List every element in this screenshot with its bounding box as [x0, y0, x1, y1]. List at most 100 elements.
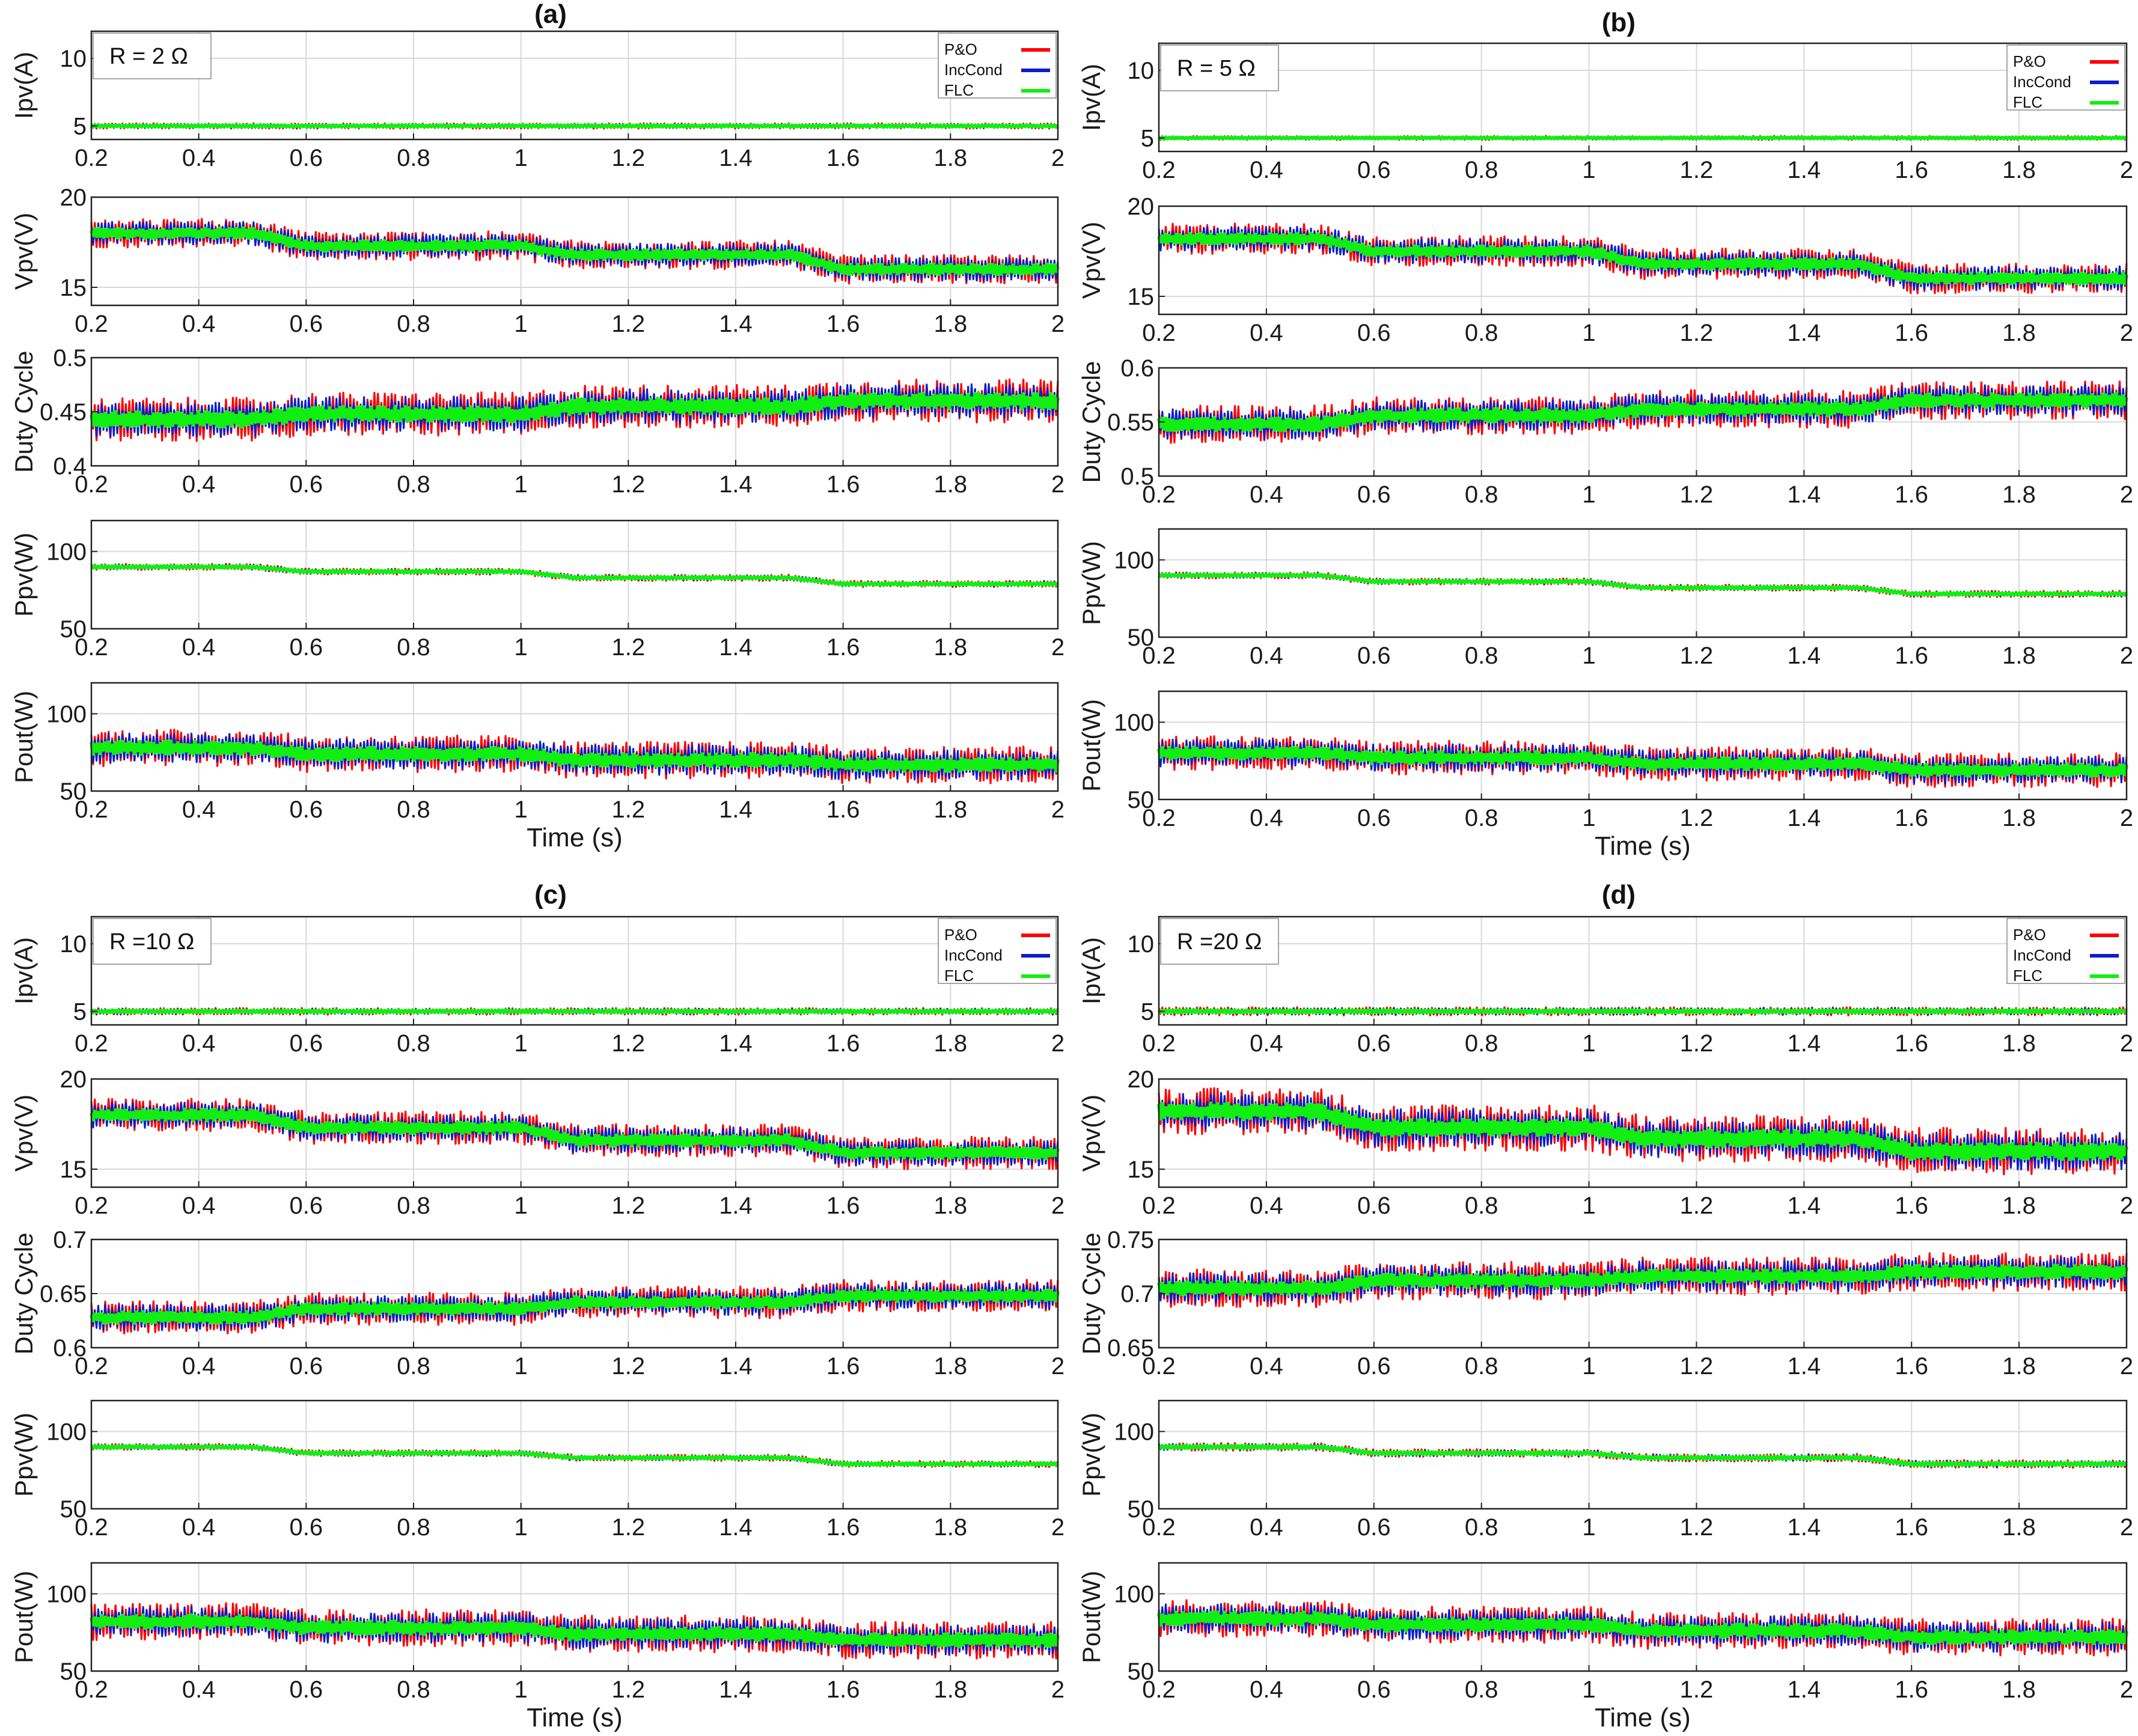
y-tick-label: 20 [1128, 1066, 1155, 1093]
subplot-ppv-w-: 0.2 0.4 0.6 0.8 1 1.2 1.4 1.6 1.8 2 50 100 Ppv(W) [1077, 528, 2133, 669]
y-axis-label: Vpv(V) [1077, 1095, 1105, 1172]
x-tick-label: 1 [515, 634, 528, 661]
resistance-label: R =10 Ω [109, 929, 194, 955]
series-flc [90, 391, 1060, 429]
x-tick-label: 1 [515, 1193, 528, 1219]
x-tick-label: 1.8 [934, 1193, 968, 1219]
x-tick-label: 1.8 [2002, 1676, 2036, 1703]
x-tick-label: 2 [1051, 145, 1064, 171]
subplot-pout-w-: 0.2 0.4 0.6 0.8 1 1.2 1.4 1.6 1.8 2 50 100 Pout(W) Ti… [10, 1562, 1064, 1732]
x-tick-label: 0.2 [75, 1514, 108, 1541]
x-tick-label: 0.8 [397, 471, 430, 498]
y-axis-label: Ipv(A) [10, 52, 38, 119]
x-tick-label: 1.6 [1895, 643, 1928, 669]
x-tick-label: 1.6 [826, 1676, 860, 1703]
x-tick-label: 0.8 [1465, 1676, 1498, 1703]
subplot-duty-cycle: 0.2 0.4 0.6 0.8 1 1.2 1.4 1.6 1.8 2 0.5 0.55 0.6 Duty… [1077, 355, 2133, 508]
x-tick-label: 1.4 [1788, 481, 1821, 508]
plot-area [91, 521, 1058, 629]
x-tick-label: 0.6 [1357, 1353, 1391, 1380]
x-tick-label: 1.8 [934, 1676, 968, 1703]
x-tick-label: 1.6 [1895, 157, 1928, 183]
series-flc [1157, 231, 2128, 286]
axes-frame [90, 30, 1059, 141]
x-tick-label: 0.2 [75, 1676, 108, 1703]
legend-label: P&O [944, 926, 977, 944]
x-tick-label: 1.2 [612, 1030, 646, 1057]
subplot-vpv-v-: 0.2 0.4 0.6 0.8 1 1.2 1.4 1.6 1.8 2 15 20 Vpv(V) [10, 1066, 1064, 1219]
y-axis-label: Vpv(V) [10, 1095, 38, 1172]
x-tick-label: 0.2 [75, 796, 108, 823]
x-tick-label: 1 [1582, 1676, 1595, 1703]
x-tick-label: 0.6 [1357, 1193, 1391, 1219]
legend-box [938, 32, 1057, 99]
x-tick-label: 1.2 [612, 1193, 646, 1219]
x-tick-label: 0.4 [1250, 1193, 1283, 1219]
y-tick-label: 100 [1114, 547, 1154, 573]
x-axis-label: Time (s) [1595, 1703, 1691, 1732]
x-tick-label: 1.8 [934, 1030, 968, 1057]
y-axis-label: Pout(W) [10, 1571, 38, 1663]
y-tick-label: 0.75 [1107, 1227, 1154, 1253]
subplot-ppv-w-: 0.2 0.4 0.6 0.8 1 1.2 1.4 1.6 1.8 2 50 100 Ppv(W) [10, 519, 1064, 661]
x-tick-label: 0.2 [75, 145, 108, 171]
legend-label: FLC [2013, 93, 2042, 111]
x-tick-label: 1.4 [1788, 320, 1821, 346]
x-tick-label: 0.6 [1357, 320, 1391, 346]
x-tick-label: 0.8 [397, 1514, 430, 1541]
subplot-ipv-a-: 0.2 0.4 0.6 0.8 1 1.2 1.4 1.6 1.8 2 5 10 Ipv(A) R = 2… [10, 30, 1064, 171]
x-tick-label: 1.6 [826, 1353, 860, 1380]
plot-area [1159, 529, 2127, 637]
y-tick-label: 15 [60, 275, 87, 301]
series-flc [1157, 1264, 2128, 1297]
x-tick-label: 0.8 [397, 1353, 430, 1380]
subplot-vpv-v-: 0.2 0.4 0.6 0.8 1 1.2 1.4 1.6 1.8 2 15 20 Vpv(V) [10, 185, 1064, 337]
x-tick-label: 1.2 [1680, 1514, 1714, 1541]
subplot-duty-cycle: 0.2 0.4 0.6 0.8 1 1.2 1.4 1.6 1.8 20.40.450.5Duty… [10, 345, 1064, 498]
x-tick-label: 1.8 [2002, 1193, 2036, 1219]
x-tick-label: 0.4 [1250, 157, 1283, 183]
legend-label: IncCond [944, 946, 1003, 964]
x-tick-label: 1.4 [719, 796, 753, 823]
x-tick-label: 0.8 [397, 634, 430, 661]
x-tick-label: 1 [1582, 805, 1595, 831]
x-tick-label: 1.4 [719, 634, 753, 661]
x-tick-label: 0.8 [1465, 320, 1498, 346]
y-tick-label: 0.5 [1120, 463, 1154, 490]
series-flc [1157, 1008, 2128, 1015]
y-tick-label: 0.7 [1120, 1281, 1154, 1307]
chart-panel-b: (b) 0.2 0.4 0.6 0.8 1 1.2 1.4 1.6 1.8 2 5 10 Ipv(A) R … [1077, 8, 2133, 861]
x-tick-label: 1.6 [1895, 320, 1928, 346]
x-tick-label: 1.4 [719, 1514, 753, 1541]
series-flc [90, 739, 1060, 773]
x-tick-label: 1.4 [1788, 1353, 1821, 1380]
x-tick-label: 1.6 [826, 1030, 860, 1057]
plot-area [1159, 917, 2127, 1025]
x-tick-label: 0.4 [182, 1676, 216, 1703]
y-tick-label: 20 [60, 1066, 87, 1093]
x-tick-label: 1 [515, 311, 528, 337]
x-tick-label: 2 [1051, 471, 1064, 498]
x-tick-label: 0.4 [182, 634, 216, 661]
subplot-pout-w-: 0.2 0.4 0.6 0.8 1 1.2 1.4 1.6 1.8 2 50 100 Pout(W) Ti… [10, 682, 1064, 852]
x-tick-label: 0.8 [1465, 1193, 1498, 1219]
series-flc [90, 1444, 1060, 1467]
x-tick-label: 0.8 [1465, 157, 1498, 183]
y-tick-label: 0.6 [53, 1335, 87, 1362]
x-tick-label: 0.6 [290, 796, 323, 823]
resistance-box [93, 918, 212, 965]
x-tick-label: 2 [2120, 1514, 2133, 1541]
series-flc [1157, 392, 2128, 433]
x-tick-label: 2 [2120, 1193, 2133, 1219]
x-tick-label: 2 [1051, 1193, 1064, 1219]
x-tick-label: 0.2 [1142, 1353, 1176, 1380]
x-tick-label: 1 [515, 471, 528, 498]
x-tick-label: 1.4 [1788, 643, 1821, 669]
y-axis-label: Pout(W) [10, 691, 38, 783]
x-tick-label: 1.2 [1680, 643, 1714, 669]
subplot-pout-w-: 0.2 0.4 0.6 0.8 1 1.2 1.4 1.6 1.8 2 50 100 Pout(W) Ti… [1077, 1562, 2133, 1732]
plot-area [91, 917, 1058, 1025]
y-axis-label: Ppv(W) [10, 1413, 38, 1497]
series-flc [1157, 1610, 2128, 1645]
